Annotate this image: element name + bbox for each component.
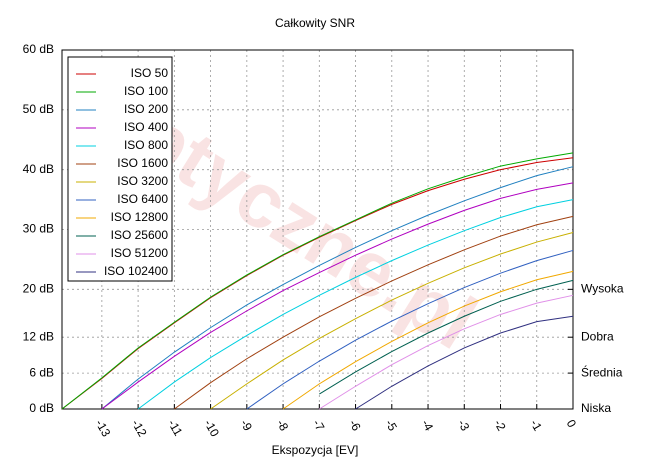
legend-label: ISO 102400: [104, 264, 168, 278]
x-tick-label: -4: [419, 417, 437, 434]
y-tick-label: 60 dB: [23, 42, 54, 56]
series-line: [61, 152, 574, 410]
y2-tick-label: Średnia: [581, 364, 623, 379]
legend-label: ISO 3200: [117, 174, 168, 188]
series-line: [246, 249, 574, 410]
y-tick-label: 50 dB: [23, 102, 54, 116]
x-axis-label: Ekspozycja [EV]: [272, 443, 359, 457]
series-line: [137, 199, 574, 410]
x-tick-label: -6: [346, 417, 364, 434]
legend-label: ISO 25600: [111, 228, 169, 242]
x-tick-label: -12: [129, 417, 150, 439]
legend-label: ISO 51200: [111, 246, 169, 260]
series-line: [210, 232, 574, 410]
series-line: [319, 294, 574, 410]
legend-label: ISO 6400: [117, 192, 168, 206]
series-line: [101, 166, 574, 410]
legend-label: ISO 100: [124, 84, 168, 98]
y-tick-label: 6 dB: [29, 365, 54, 379]
series-line: [174, 215, 574, 410]
series-line: [319, 279, 574, 395]
legend-label: ISO 200: [124, 102, 168, 116]
y-tick-label: 20 dB: [23, 282, 54, 296]
x-tick-label: -7: [310, 417, 328, 434]
legend-label: ISO 800: [124, 138, 168, 152]
x-tick-label: -9: [237, 417, 255, 434]
x-tick-label: -3: [455, 417, 473, 434]
x-tick-label: -11: [165, 417, 186, 439]
x-tick-label: -13: [93, 417, 114, 439]
series-line: [282, 270, 574, 410]
legend-label: ISO 50: [131, 66, 169, 80]
y-tick-label: 12 dB: [23, 329, 54, 343]
legend-label: ISO 12800: [111, 210, 169, 224]
y2-tick-label: Wysoka: [581, 282, 624, 296]
y-tick-label: 40 dB: [23, 162, 54, 176]
y-tick-label: 0 dB: [29, 401, 54, 415]
x-tick-label: 0: [564, 417, 580, 430]
legend-label: ISO 400: [124, 120, 168, 134]
x-tick-label: -8: [274, 417, 292, 434]
x-tick-label: -10: [201, 417, 222, 439]
x-tick-label: -2: [491, 417, 509, 434]
legend-box: [67, 56, 173, 282]
plot-frame: [61, 49, 574, 410]
legend-label: ISO 1600: [117, 156, 168, 170]
series-line: [355, 315, 574, 410]
y2-tick-label: Niska: [581, 401, 611, 415]
y2-tick-label: Dobra: [581, 329, 614, 343]
x-tick-label: -5: [382, 417, 400, 434]
y-tick-label: 30 dB: [23, 222, 54, 236]
chart-title: Całkowity SNR: [275, 16, 355, 30]
series-line: [101, 182, 574, 410]
x-tick-label: -1: [527, 417, 545, 434]
